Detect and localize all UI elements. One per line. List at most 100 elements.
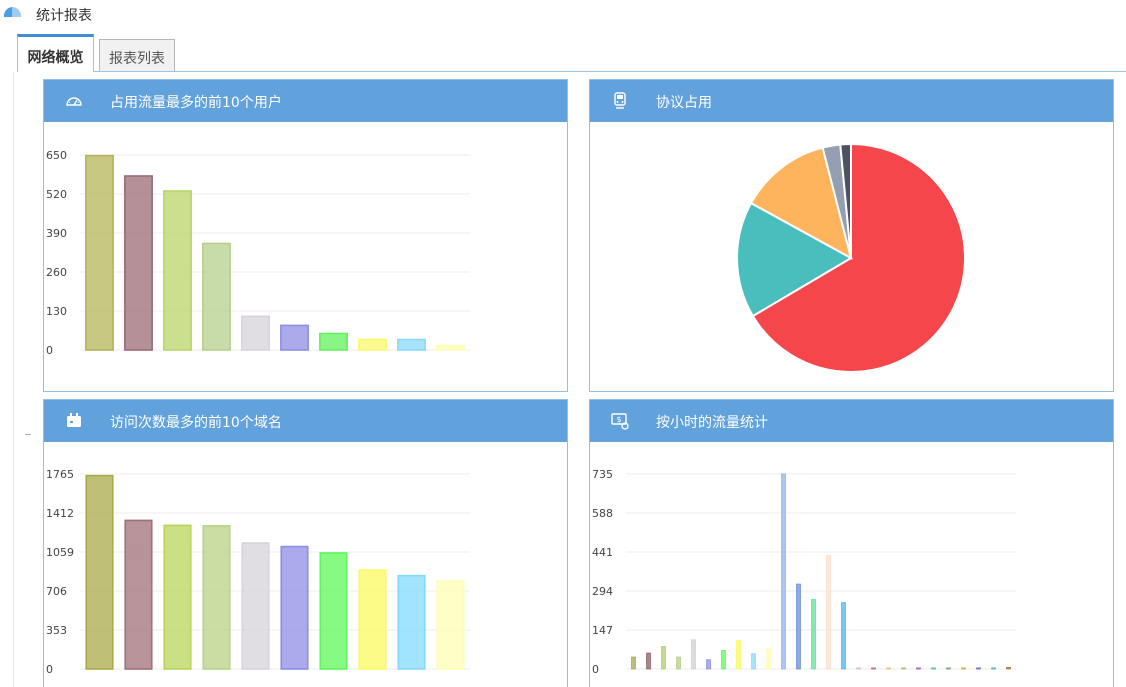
y-tick-label: 706: [46, 585, 67, 598]
bar[interactable]: [961, 667, 966, 670]
pie-slice[interactable]: [839, 142, 852, 259]
bar[interactable]: [280, 545, 309, 670]
bar[interactable]: [163, 524, 192, 670]
bar[interactable]: [751, 653, 756, 670]
pie-slice[interactable]: [736, 201, 854, 318]
y-tick-label: 520: [46, 188, 67, 201]
panel-header: 协议占用: [590, 80, 1113, 122]
title-bar: 统计报表: [0, 0, 1126, 28]
bar[interactable]: [676, 656, 681, 670]
bar[interactable]: [202, 242, 231, 351]
bar[interactable]: [631, 656, 636, 670]
bar[interactable]: [397, 338, 426, 351]
bar[interactable]: [124, 519, 153, 670]
bar[interactable]: [766, 648, 771, 670]
chart-area: 0 130 260 390 520 650: [44, 122, 567, 391]
top-domains-bar-chart: 0 353 706 1059 1412 1765: [46, 468, 470, 676]
bar[interactable]: [991, 667, 996, 670]
y-tick-label: 0: [46, 344, 53, 357]
bar[interactable]: [163, 190, 192, 351]
speedometer-icon: [66, 97, 82, 106]
bar[interactable]: [826, 555, 831, 670]
bar[interactable]: [436, 580, 465, 670]
bar[interactable]: [886, 667, 891, 670]
protocols-pie-chart: [736, 142, 966, 373]
bar[interactable]: [706, 659, 711, 670]
bar[interactable]: [796, 583, 801, 670]
y-tick-label: 441: [592, 546, 613, 559]
chart-area: 0 353 706 1059 1412 1765: [44, 442, 567, 687]
pie-slice[interactable]: [751, 142, 966, 373]
chart-area: 0 147 294 441 588 735: [590, 442, 1113, 687]
y-tick-label: 147: [592, 624, 613, 637]
y-tick-label: 0: [592, 663, 599, 676]
y-tick-label: 390: [46, 227, 67, 240]
bar[interactable]: [241, 315, 270, 351]
y-tick-label: 294: [592, 585, 613, 598]
hourly-bar-chart: 0 147 294 441 588 735: [592, 468, 1016, 676]
money-monitor-icon: $: [611, 413, 629, 430]
bar[interactable]: [280, 324, 309, 351]
page-title: 统计报表: [36, 8, 92, 24]
panel-header: 访问次数最多的前10个域名: [44, 400, 567, 442]
tab-divider: [17, 71, 1126, 72]
bar[interactable]: [397, 574, 426, 670]
collapse-handle[interactable]: [25, 434, 31, 435]
bar[interactable]: [721, 650, 726, 670]
bar[interactable]: [901, 667, 906, 670]
tab-network-overview[interactable]: 网络概览: [17, 34, 94, 72]
y-tick-label: 1412: [46, 507, 74, 520]
pie-slice[interactable]: [749, 146, 853, 260]
bar[interactable]: [85, 154, 114, 351]
tab-report-list[interactable]: 报表列表: [99, 39, 175, 72]
panel-header: 占用流量最多的前10个用户: [44, 80, 567, 122]
bar[interactable]: [736, 639, 741, 670]
bar[interactable]: [241, 542, 270, 670]
y-tick-label: 353: [46, 624, 67, 637]
panel-protocols: 协议占用: [589, 79, 1114, 392]
content-left-border: [13, 72, 14, 687]
bar[interactable]: [1006, 667, 1011, 670]
y-tick-label: 260: [46, 266, 67, 279]
bar[interactable]: [436, 344, 465, 351]
y-tick-label: 0: [46, 663, 53, 676]
bar[interactable]: [202, 525, 231, 670]
bar[interactable]: [319, 332, 348, 351]
bar[interactable]: [871, 667, 876, 670]
bar[interactable]: [856, 667, 861, 670]
bar[interactable]: [661, 646, 666, 670]
panel-top-domains: 访问次数最多的前10个域名 0 353 706 1059 1412 1765: [43, 399, 568, 687]
bar[interactable]: [358, 338, 387, 351]
y-tick-label: 650: [46, 149, 67, 162]
app-logo-icon: [3, 6, 22, 17]
y-tick-label: 588: [592, 507, 613, 520]
bar[interactable]: [946, 667, 951, 670]
bar[interactable]: [976, 667, 981, 670]
bar[interactable]: [85, 474, 114, 670]
svg-text:$: $: [616, 415, 621, 424]
train-icon: [614, 92, 626, 109]
panel-title: 占用流量最多的前10个用户: [110, 95, 282, 111]
bar[interactable]: [916, 667, 921, 670]
y-tick-label: 1059: [46, 546, 74, 559]
y-tick-label: 1765: [46, 468, 74, 481]
bar[interactable]: [319, 552, 348, 670]
bar[interactable]: [931, 667, 936, 670]
bar[interactable]: [841, 602, 846, 670]
bar[interactable]: [358, 569, 387, 670]
bar[interactable]: [646, 652, 651, 670]
y-tick-label: 735: [592, 468, 613, 481]
chart-area: [590, 122, 1113, 391]
bar[interactable]: [781, 473, 786, 670]
panel-top-users: 占用流量最多的前10个用户 0 130 260 390 520 650: [43, 79, 568, 392]
panel-title: 按小时的流量统计: [656, 415, 768, 431]
bar[interactable]: [691, 639, 696, 670]
bar[interactable]: [124, 175, 153, 351]
bar[interactable]: [811, 599, 816, 670]
calendar-icon: [67, 413, 81, 427]
panel-header: $ 按小时的流量统计: [590, 400, 1113, 442]
panel-title: 访问次数最多的前10个域名: [110, 415, 282, 431]
panel-title: 协议占用: [656, 95, 712, 111]
y-tick-label: 130: [46, 305, 67, 318]
